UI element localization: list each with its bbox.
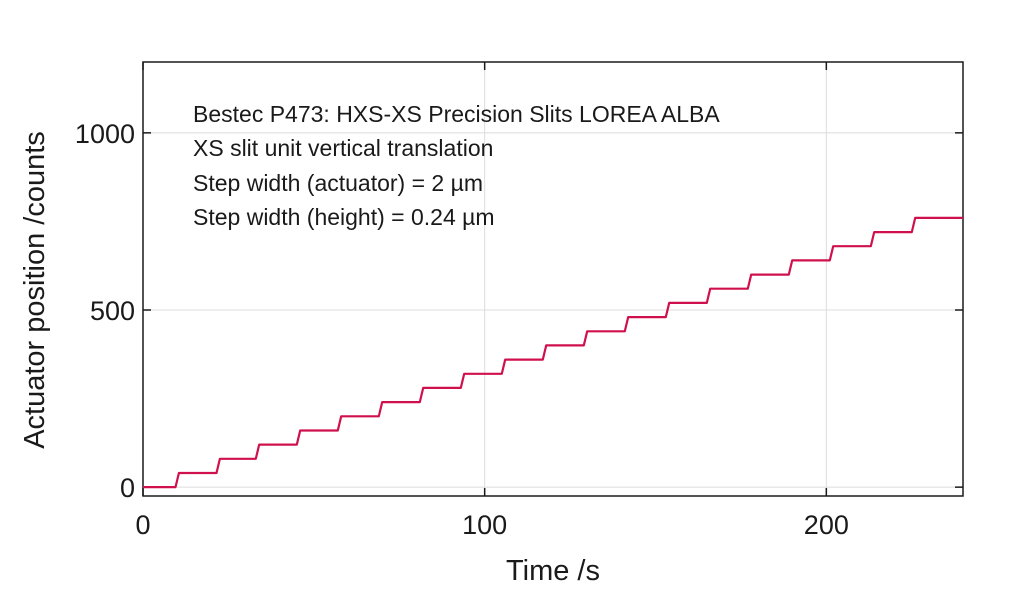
- x-axis-title: Time /s: [506, 555, 600, 587]
- annotation-line-1: Bestec P473: HXS-XS Precision Slits LORE…: [193, 101, 720, 127]
- x-tick-label: 0: [135, 510, 150, 540]
- annotation-line-3: Step width (actuator) = 2 µm: [193, 170, 483, 196]
- grid: [143, 62, 963, 496]
- y-tick-label: 500: [90, 296, 135, 326]
- series-group: [143, 216, 963, 489]
- x-tick-label: 100: [462, 510, 507, 540]
- plot-frame: [142, 61, 964, 497]
- series-line: [143, 216, 963, 489]
- y-tick-label: 0: [120, 473, 135, 503]
- y-tick-label: 1000: [75, 119, 135, 149]
- annotation-line-2: XS slit unit vertical translation: [193, 135, 493, 161]
- y-axis-title: Actuator position /counts: [19, 131, 51, 449]
- axis-ticks: 0 100 200 0 500 1000: [75, 62, 963, 540]
- annotation-line-4: Step width (height) = 0.24 µm: [193, 204, 495, 230]
- x-tick-label: 200: [804, 510, 849, 540]
